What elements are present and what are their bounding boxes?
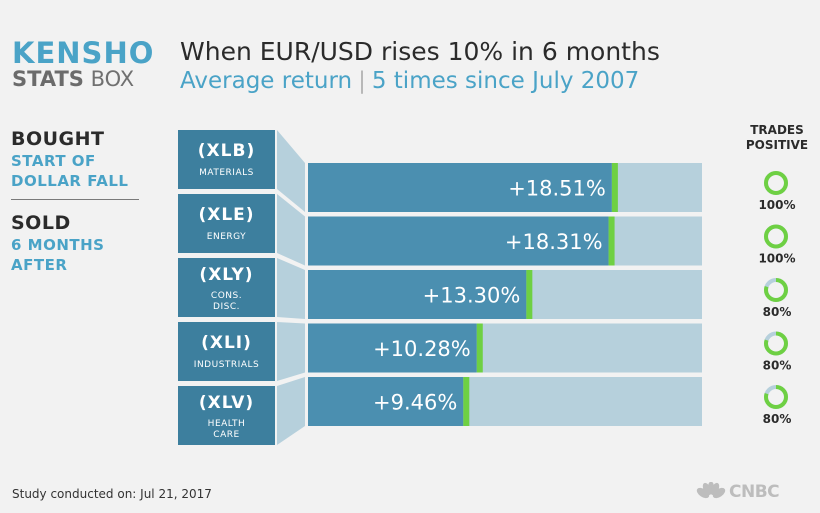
bar-connector <box>277 130 305 212</box>
cnbc-wordmark: CNBC <box>729 482 780 502</box>
return-value-label: +18.51% <box>508 177 606 201</box>
bar-end-marker <box>476 323 483 373</box>
kensho-logo: KENSHO STATS BOX <box>12 38 154 90</box>
trades-positive-label: 100% <box>758 198 795 212</box>
ticker-box <box>178 194 275 253</box>
trades-header-line-1: TRADES <box>750 123 804 137</box>
return-bar <box>308 377 464 426</box>
ticker-box <box>178 386 275 445</box>
return-value-label: +10.28% <box>373 337 471 361</box>
sector-name-label: CONS. <box>211 291 242 301</box>
bar-end-marker <box>526 270 533 319</box>
logo-kensho-text: KENSHO <box>12 36 155 70</box>
bar-connector <box>277 377 305 445</box>
ticker-label: (XLY) <box>199 265 253 285</box>
chart-title: When EUR/USD rises 10% in 6 months <box>180 37 660 66</box>
ticker-label: (XLB) <box>198 141 255 161</box>
bar-end-marker <box>611 163 618 212</box>
study-date-footer: Study conducted on: Jul 21, 2017 <box>12 487 212 501</box>
return-bar <box>308 216 609 266</box>
sector-name-label: DISC. <box>213 302 240 312</box>
bought-sub-line-1: START OF <box>11 152 96 170</box>
trades-positive-label: 80% <box>763 359 792 373</box>
ticker-box <box>178 130 275 189</box>
return-value-label: +9.46% <box>373 391 457 415</box>
trades-positive-label: 80% <box>763 305 792 319</box>
trades-donut-arc <box>764 278 788 302</box>
sector-name-label: MATERIALS <box>199 168 254 178</box>
bar-connector <box>277 194 305 266</box>
subtitle-times-since: 5 times since July 2007 <box>371 68 640 94</box>
bar-connector <box>277 322 305 381</box>
sector-name-label: HEALTH <box>208 419 246 429</box>
return-bar <box>308 163 612 212</box>
cnbc-logo: CNBC <box>696 482 780 502</box>
peacock-icon <box>696 482 726 499</box>
ticker-label: (XLI) <box>201 333 252 353</box>
sidebar-divider <box>11 199 139 200</box>
return-bar <box>308 323 477 373</box>
sold-sub-line-2: AFTER <box>11 256 68 274</box>
bar-end-marker <box>608 216 615 266</box>
trades-positive-label: 100% <box>758 252 795 266</box>
sold-sub-line-1: 6 MONTHS <box>11 236 105 254</box>
trades-header-line-2: POSITIVE <box>745 138 809 152</box>
trades-donut-arc <box>764 224 788 249</box>
ticker-box <box>178 258 275 317</box>
ticker-box <box>178 322 275 381</box>
trades-positive-label: 80% <box>763 412 792 426</box>
bought-heading: BOUGHT <box>11 128 105 150</box>
bar-end-marker <box>463 377 470 426</box>
sold-heading: SOLD <box>11 212 71 234</box>
trades-positive-header: TRADES POSITIVE <box>732 123 820 153</box>
trades-donut-arc <box>764 331 788 356</box>
sector-name-label: ENERGY <box>207 232 246 242</box>
return-bar <box>308 270 527 319</box>
return-value-label: +18.31% <box>505 230 603 254</box>
sector-name-label: CARE <box>213 430 239 440</box>
return-value-label: +13.30% <box>423 284 521 308</box>
ticker-label: (XLE) <box>198 205 254 225</box>
subtitle-separator: | <box>358 68 366 94</box>
bar-connector <box>277 258 305 319</box>
logo-stats-box-text: STATS BOX <box>12 67 135 91</box>
trades-donut-arc <box>764 385 788 409</box>
trades-donut-arc <box>764 171 788 195</box>
chart-subtitle: Average return | 5 times since July 2007 <box>180 66 639 96</box>
sector-name-label: INDUSTRIALS <box>194 360 259 370</box>
bought-sub-line-2: DOLLAR FALL <box>11 172 129 190</box>
subtitle-average-return: Average return <box>180 68 353 94</box>
ticker-label: (XLV) <box>199 393 254 413</box>
